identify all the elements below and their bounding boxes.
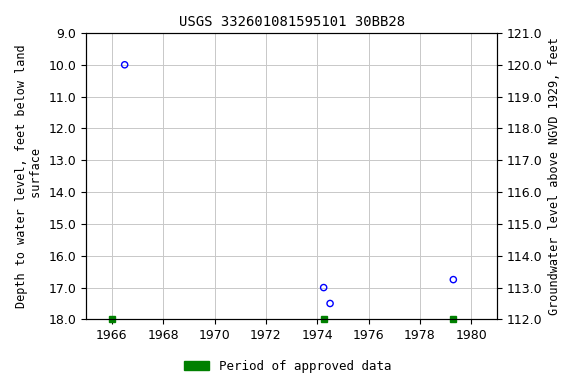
Y-axis label: Depth to water level, feet below land
 surface: Depth to water level, feet below land su… xyxy=(15,45,43,308)
Title: USGS 332601081595101 30BB28: USGS 332601081595101 30BB28 xyxy=(179,15,404,29)
Point xyxy=(120,62,129,68)
Point xyxy=(449,276,458,283)
Point xyxy=(325,300,335,306)
Legend: Period of approved data: Period of approved data xyxy=(179,355,397,378)
Point xyxy=(319,285,328,291)
Y-axis label: Groundwater level above NGVD 1929, feet: Groundwater level above NGVD 1929, feet xyxy=(548,37,561,315)
